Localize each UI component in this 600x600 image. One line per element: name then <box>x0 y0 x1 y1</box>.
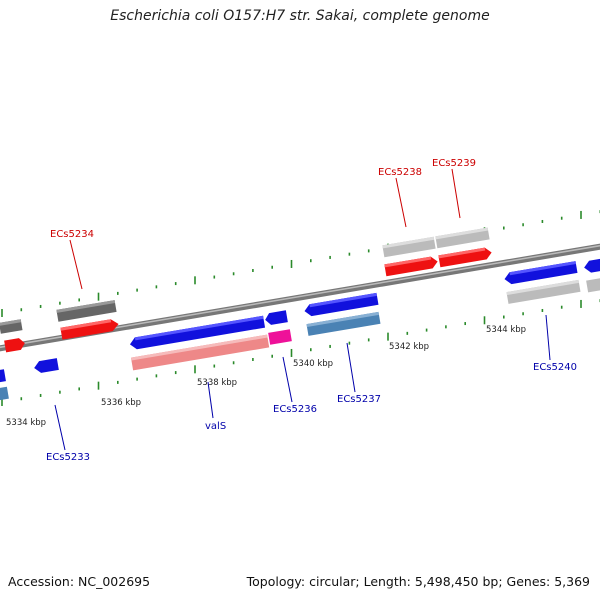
gene-label-ecs5236[interactable]: ECs5236 <box>273 404 317 415</box>
tick-label-5340: 5340 kbp <box>293 359 333 369</box>
feature-left-edge-steel[interactable] <box>0 386 9 401</box>
feature-ecs5239-forward[interactable] <box>438 247 492 268</box>
feature-right-edge-reverse[interactable] <box>583 258 600 273</box>
feature-right-edge-grey[interactable] <box>586 277 600 293</box>
gene-labels: ECs5238 ECs5239 ECs5234 ECs5233 valS ECs… <box>46 158 577 463</box>
feature-ecs5239-grey[interactable] <box>435 227 490 249</box>
lower-tick-track <box>1 299 600 406</box>
feature-ecs5233-reverse[interactable] <box>33 358 59 374</box>
feature-grey-left[interactable] <box>0 319 23 334</box>
feature-ecs5238-grey[interactable] <box>382 236 436 258</box>
feature-ecs5240-grey[interactable] <box>506 279 581 304</box>
lower-feature-track <box>0 258 600 401</box>
leader-ecs5237 <box>346 342 356 393</box>
gene-label-vals[interactable]: valS <box>205 421 226 432</box>
feature-ecs5234-grey[interactable] <box>56 300 117 322</box>
genome-title: Escherichia coli O157:H7 str. Sakai, com… <box>110 8 490 24</box>
feature-ecs5238-forward[interactable] <box>384 256 438 277</box>
gene-label-ecs5233[interactable]: ECs5233 <box>46 452 90 463</box>
tick-labels: 5334 kbp 5336 kbp 5338 kbp 5340 kbp 5342… <box>6 325 526 428</box>
gene-label-ecs5240[interactable]: ECs5240 <box>533 362 577 373</box>
feature-left-edge-reverse[interactable] <box>0 369 6 383</box>
tick-label-5344: 5344 kbp <box>486 325 526 335</box>
leader-ecs5233 <box>54 404 66 451</box>
leader-ecs5234 <box>69 239 83 290</box>
feature-ecs5236-magenta[interactable] <box>268 329 292 345</box>
upper-feature-track <box>0 227 492 353</box>
genome-summary-text: Topology: circular; Length: 5,498,450 bp… <box>246 574 590 589</box>
feature-ecs5237-reverse[interactable] <box>304 292 379 317</box>
feature-ecs5236-reverse[interactable] <box>264 310 288 326</box>
gene-label-ecs5239[interactable]: ECs5239 <box>432 158 476 169</box>
feature-ecs5234-forward[interactable] <box>60 318 119 340</box>
feature-ecs5237-steel[interactable] <box>306 311 381 336</box>
feature-vals-reverse[interactable] <box>129 315 266 351</box>
leader-ecs5239 <box>451 168 461 219</box>
feature-vals-pink[interactable] <box>130 334 270 371</box>
leader-ecs5238 <box>395 177 407 228</box>
feature-forward-small-left[interactable] <box>4 337 26 353</box>
leader-ecs5240 <box>545 314 551 361</box>
leader-vals <box>207 381 214 419</box>
accession-text: Accession: NC_002695 <box>8 574 151 589</box>
label-leaders <box>54 168 551 451</box>
tick-label-5334: 5334 kbp <box>6 418 46 428</box>
tick-label-5336: 5336 kbp <box>101 398 141 408</box>
feature-ecs5240-reverse[interactable] <box>504 261 578 285</box>
gene-label-ecs5234[interactable]: ECs5234 <box>50 229 94 240</box>
gene-label-ecs5238[interactable]: ECs5238 <box>378 167 422 178</box>
tick-label-5338: 5338 kbp <box>197 378 237 388</box>
gene-label-ecs5237[interactable]: ECs5237 <box>337 394 381 405</box>
leader-ecs5236 <box>282 356 293 403</box>
tick-label-5342: 5342 kbp <box>389 342 429 352</box>
